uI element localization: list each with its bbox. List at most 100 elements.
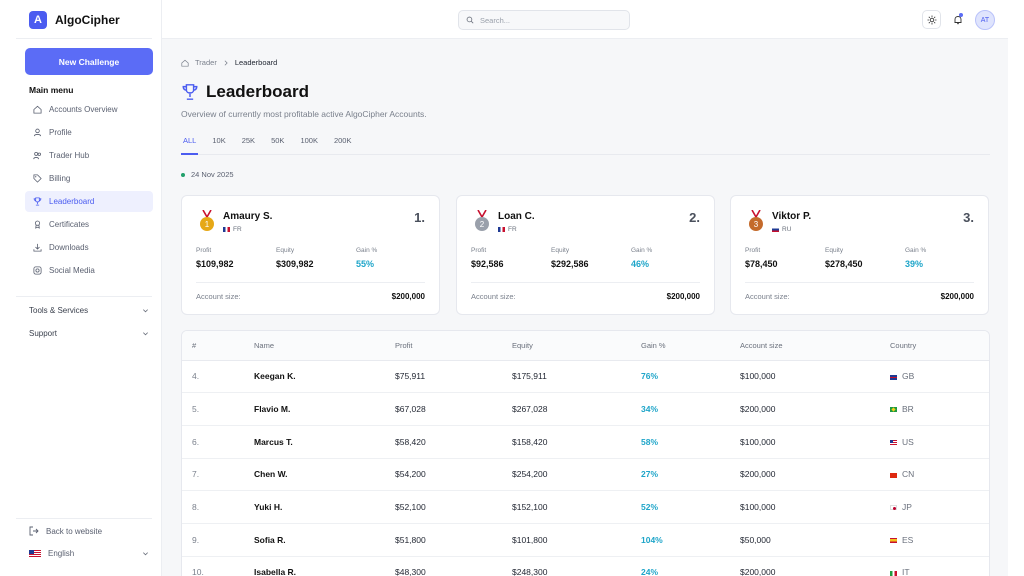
svg-text:3: 3 bbox=[754, 220, 759, 229]
country-cell: JP bbox=[890, 490, 989, 524]
table-row[interactable]: 10. Isabella R. $48,300 $248,300 24% $20… bbox=[182, 556, 989, 576]
brand-name: AlgoCipher bbox=[55, 13, 120, 27]
equity-cell: $267,028 bbox=[512, 392, 641, 426]
section-support[interactable]: Support bbox=[29, 329, 149, 338]
country-cell: US bbox=[890, 425, 989, 459]
name-cell: Keegan K. bbox=[254, 360, 395, 394]
sidebar-item-billing[interactable]: Billing bbox=[25, 168, 153, 189]
back-to-website-link[interactable]: Back to website bbox=[29, 526, 102, 536]
new-challenge-button[interactable]: New Challenge bbox=[25, 48, 153, 75]
column-header-profit: Profit bbox=[395, 331, 512, 361]
account-size-value: $200,000 bbox=[391, 292, 425, 301]
search-icon bbox=[466, 16, 474, 24]
gold-medal-icon: 1 bbox=[200, 210, 214, 231]
sidebar-item-label: Trader Hub bbox=[49, 151, 90, 160]
section-tools-services[interactable]: Tools & Services bbox=[29, 306, 149, 315]
account-size-label: Account size: bbox=[471, 292, 516, 301]
sidebar-item-profile[interactable]: Profile bbox=[25, 122, 153, 143]
brand-logo-icon: A bbox=[29, 11, 47, 29]
tab-200k[interactable]: 200K bbox=[333, 136, 352, 145]
equity-cell: $152,100 bbox=[512, 490, 641, 524]
sidebar-item-certificates[interactable]: Certificates bbox=[25, 214, 153, 235]
search-box[interactable] bbox=[458, 10, 630, 30]
column-header-account-size: Account size bbox=[740, 331, 890, 361]
account-size-label: Account size: bbox=[745, 292, 790, 301]
profit-cell: $67,028 bbox=[395, 392, 512, 426]
country-code: US bbox=[902, 436, 914, 447]
name-cell: Yuki H. bbox=[254, 490, 395, 524]
equity-cell: $254,200 bbox=[512, 458, 641, 492]
rank-cell: 9. bbox=[182, 523, 254, 557]
table-row[interactable]: 4. Keegan K. $75,911 $175,911 76% $100,0… bbox=[182, 360, 989, 394]
rank-cell: 4. bbox=[182, 360, 254, 394]
column-header-gain: Gain % bbox=[641, 331, 740, 361]
table-row[interactable]: 6. Marcus T. $58,420 $158,420 58% $100,0… bbox=[182, 425, 989, 459]
svg-text:2: 2 bbox=[480, 220, 485, 229]
language-selector[interactable]: English bbox=[29, 549, 149, 558]
trader-name: Loan C. bbox=[498, 211, 535, 222]
sidebar-item-label: Billing bbox=[49, 174, 71, 183]
sidebar-item-label: Profile bbox=[49, 128, 72, 137]
sidebar-item-trader-hub[interactable]: Trader Hub bbox=[25, 145, 153, 166]
scrollbar-track bbox=[1008, 0, 1024, 576]
column-header-country: Country bbox=[890, 331, 989, 361]
equity-cell: $158,420 bbox=[512, 425, 641, 459]
jp-flag-icon bbox=[890, 505, 897, 511]
table-row[interactable]: 7. Chen W. $54,200 $254,200 27% $200,000… bbox=[182, 458, 989, 492]
search-input[interactable] bbox=[480, 15, 620, 25]
table-row[interactable]: 8. Yuki H. $52,100 $152,100 52% $100,000… bbox=[182, 490, 989, 524]
table-row[interactable]: 9. Sofia R. $51,800 $101,800 104% $50,00… bbox=[182, 523, 989, 557]
column-header-rank: # bbox=[182, 331, 254, 361]
equity-label: Equity bbox=[551, 247, 570, 254]
gain-value: 55% bbox=[356, 259, 375, 269]
profit-value: $92,586 bbox=[471, 259, 504, 269]
trader-name: Viktor P. bbox=[772, 211, 812, 222]
profit-value: $78,450 bbox=[745, 259, 778, 269]
brand[interactable]: A AlgoCipher bbox=[29, 10, 120, 30]
home-icon bbox=[181, 59, 189, 67]
profit-cell: $58,420 bbox=[395, 425, 512, 459]
country-code: BR bbox=[902, 404, 914, 415]
sidebar-item-leaderboard[interactable]: Leaderboard bbox=[25, 191, 153, 212]
avatar[interactable]: AT bbox=[975, 10, 995, 30]
column-header-equity: Equity bbox=[512, 331, 641, 361]
gain-cell: 104% bbox=[641, 523, 740, 557]
chevron-down-icon bbox=[143, 552, 148, 556]
trophy-icon bbox=[182, 84, 198, 100]
main-menu: Accounts Overview Profile Trader Hub Bil… bbox=[25, 99, 153, 283]
tab-all[interactable]: ALL bbox=[181, 133, 199, 155]
sidebar-item-downloads[interactable]: Downloads bbox=[25, 237, 153, 258]
account-size-cell: $200,000 bbox=[740, 392, 890, 426]
podium-card-1[interactable]: 1 Amaury S. FR 1. Profit Equity Gain % $… bbox=[181, 195, 440, 315]
ru-flag-icon bbox=[772, 227, 779, 232]
notifications-button[interactable] bbox=[948, 10, 967, 29]
theme-toggle-button[interactable] bbox=[922, 10, 941, 29]
trader-country: FR bbox=[498, 226, 517, 233]
table-header-row: # Name Profit Equity Gain % Account size… bbox=[182, 331, 989, 361]
podium-card-3[interactable]: 3 Viktor P. RU 3. Profit Equity Gain % $… bbox=[730, 195, 989, 315]
date-label: 24 Nov 2025 bbox=[191, 170, 234, 179]
table-row[interactable]: 5. Flavio M. $67,028 $267,028 34% $200,0… bbox=[182, 392, 989, 426]
equity-value: $309,982 bbox=[276, 259, 314, 269]
date-indicator: 24 Nov 2025 bbox=[181, 170, 234, 179]
bell-icon bbox=[954, 15, 961, 24]
podium-card-2[interactable]: 2 Loan C. FR 2. Profit Equity Gain % $92… bbox=[456, 195, 715, 315]
chevron-down-icon bbox=[143, 309, 148, 313]
rank-number: 3. bbox=[963, 210, 974, 225]
tab-50k[interactable]: 50K bbox=[271, 136, 285, 145]
page-title: Leaderboard bbox=[181, 82, 309, 102]
gb-flag-icon bbox=[890, 374, 897, 380]
chevron-down-icon bbox=[143, 332, 148, 336]
users-icon bbox=[32, 151, 42, 161]
section-label: Tools & Services bbox=[29, 306, 89, 315]
tab-10k[interactable]: 10K bbox=[212, 136, 226, 145]
tab-100k[interactable]: 100K bbox=[300, 136, 318, 145]
tab-25k[interactable]: 25K bbox=[241, 136, 256, 145]
sidebar-item-accounts-overview[interactable]: Accounts Overview bbox=[25, 99, 153, 120]
country-code: GB bbox=[902, 371, 915, 382]
divider bbox=[745, 282, 974, 283]
breadcrumb-root[interactable]: Trader bbox=[195, 58, 217, 67]
sidebar-item-social-media[interactable]: Social Media bbox=[25, 260, 153, 281]
sidebar: A AlgoCipher New Challenge Main menu Acc… bbox=[0, 0, 162, 576]
account-size-value: $200,000 bbox=[666, 292, 700, 301]
